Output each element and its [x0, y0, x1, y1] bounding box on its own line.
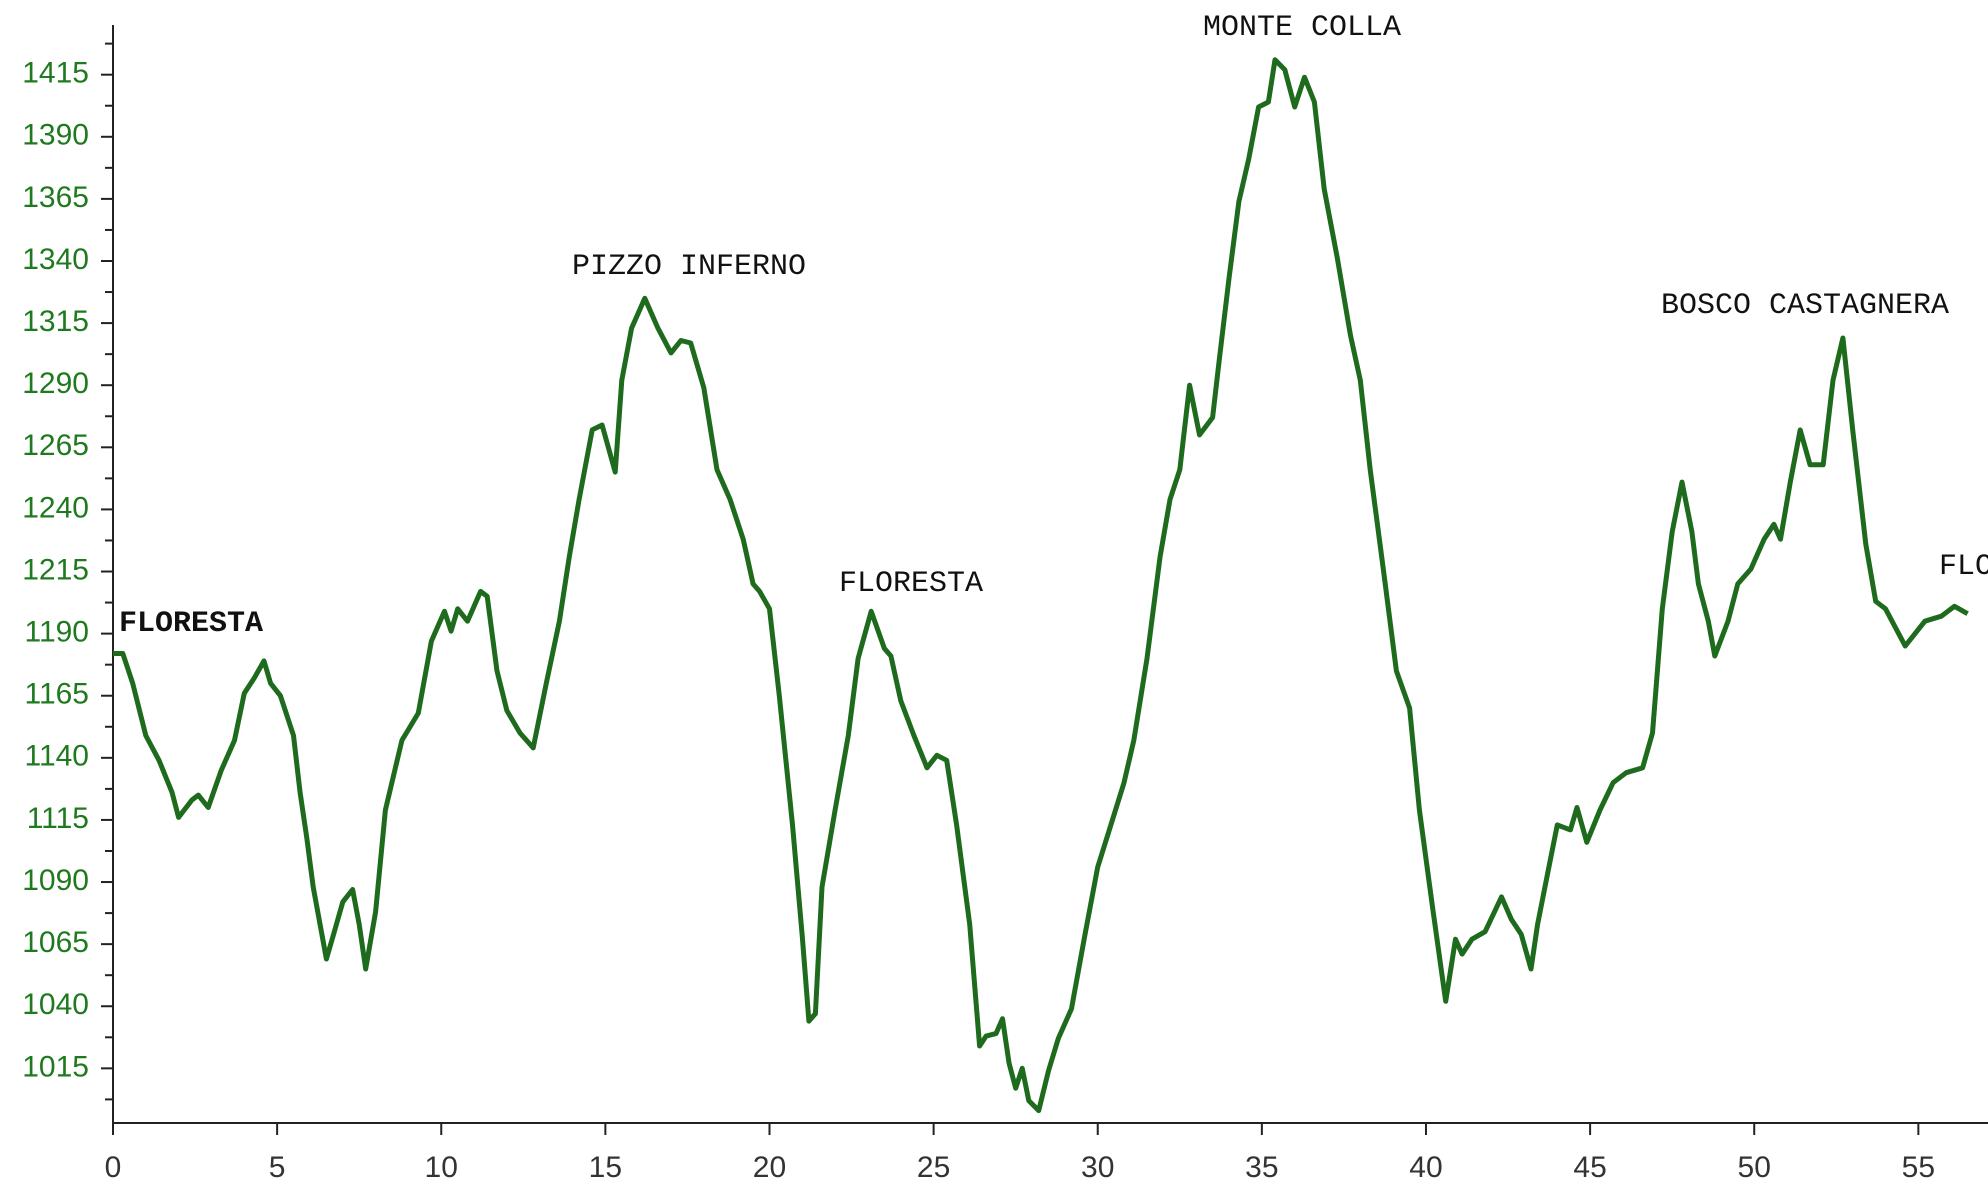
x-tick-label: 0: [105, 1151, 122, 1184]
x-tick-label: 35: [1245, 1151, 1278, 1184]
x-tick-label: 25: [917, 1151, 950, 1184]
peak-label: MONTE COLLA: [1203, 11, 1401, 45]
x-tick-label: 15: [589, 1151, 622, 1184]
y-tick-label: 1390: [22, 119, 89, 152]
x-tick-label: 55: [1902, 1151, 1935, 1184]
y-tick-label: 1165: [24, 678, 89, 711]
y-tick-label: 1365: [22, 181, 89, 214]
y-tick-label: 1340: [22, 243, 89, 276]
peak-label: PIZZO INFERNO: [572, 250, 806, 284]
peak-label: FLORESTA: [1939, 550, 1988, 584]
y-tick-label: 1290: [22, 367, 89, 400]
y-tick-label: 1215: [22, 553, 89, 586]
y-tick-label: 1190: [24, 616, 89, 649]
peak-label: FLORESTA: [839, 567, 983, 601]
elevation-line: [113, 57, 1969, 1114]
y-tick-label: 1415: [22, 57, 89, 90]
y-tick-label: 1090: [22, 864, 89, 897]
y-tick-label: 1040: [22, 988, 89, 1021]
x-tick-label: 40: [1409, 1151, 1442, 1184]
y-tick-label: 1015: [22, 1050, 89, 1083]
y-tick-label: 1115: [27, 802, 89, 835]
peak-label: FLORESTA: [119, 607, 263, 641]
y-tick-label: 1265: [22, 429, 89, 462]
y-tick-label: 1140: [24, 740, 89, 773]
y-tick-label: 1240: [22, 491, 89, 524]
x-tick-label: 10: [425, 1151, 458, 1184]
peak-label: BOSCO CASTAGNERA: [1661, 289, 1949, 323]
y-tick-label: 1065: [22, 926, 89, 959]
x-tick-label: 50: [1738, 1151, 1771, 1184]
x-tick-label: 5: [269, 1151, 286, 1184]
x-tick-label: 45: [1573, 1151, 1606, 1184]
y-tick-label: 1315: [22, 305, 89, 338]
x-tick-label: 30: [1081, 1151, 1114, 1184]
x-tick-label: 20: [753, 1151, 786, 1184]
